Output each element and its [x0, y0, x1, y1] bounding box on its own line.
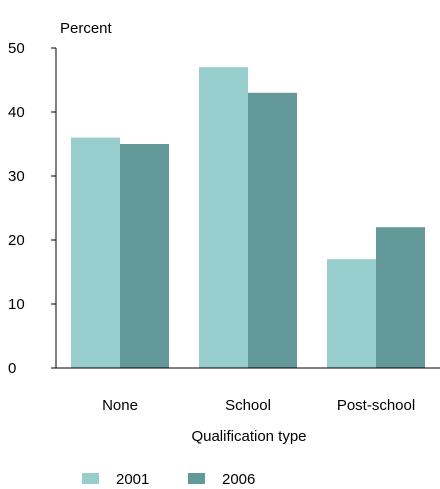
category-label: Post-school [337, 397, 415, 414]
category-labels: None School Post-school [102, 397, 415, 414]
bar-2006-none [120, 144, 169, 368]
legend-swatch-2006 [188, 473, 205, 484]
y-tick-label: 30 [8, 168, 25, 185]
y-tick-label: 10 [8, 296, 25, 313]
y-tick-label: 50 [8, 40, 25, 57]
x-axis-title: Qualification type [191, 428, 306, 445]
category-label: School [225, 397, 271, 414]
bar-2006-school [248, 92, 297, 369]
legend-label-2001: 2001 [116, 471, 149, 488]
legend-swatch-2001 [82, 473, 99, 484]
y-axis-ticks: 0 10 20 30 40 50 [8, 40, 56, 377]
legend-label-2006: 2006 [222, 471, 255, 488]
legend: 2001 2006 [82, 471, 255, 488]
axes [55, 48, 440, 369]
category-label: None [102, 397, 138, 414]
bar-2001-none [71, 137, 120, 368]
bars [71, 67, 425, 369]
y-axis-unit-label: Percent [60, 20, 113, 37]
bar-2001-school [199, 67, 248, 368]
y-tick-label: 20 [8, 232, 25, 249]
y-tick-label: 40 [8, 104, 25, 121]
bar-2006-post-school [376, 227, 425, 368]
bar-2001-post-school [327, 259, 376, 368]
y-tick-label: 0 [8, 360, 16, 377]
